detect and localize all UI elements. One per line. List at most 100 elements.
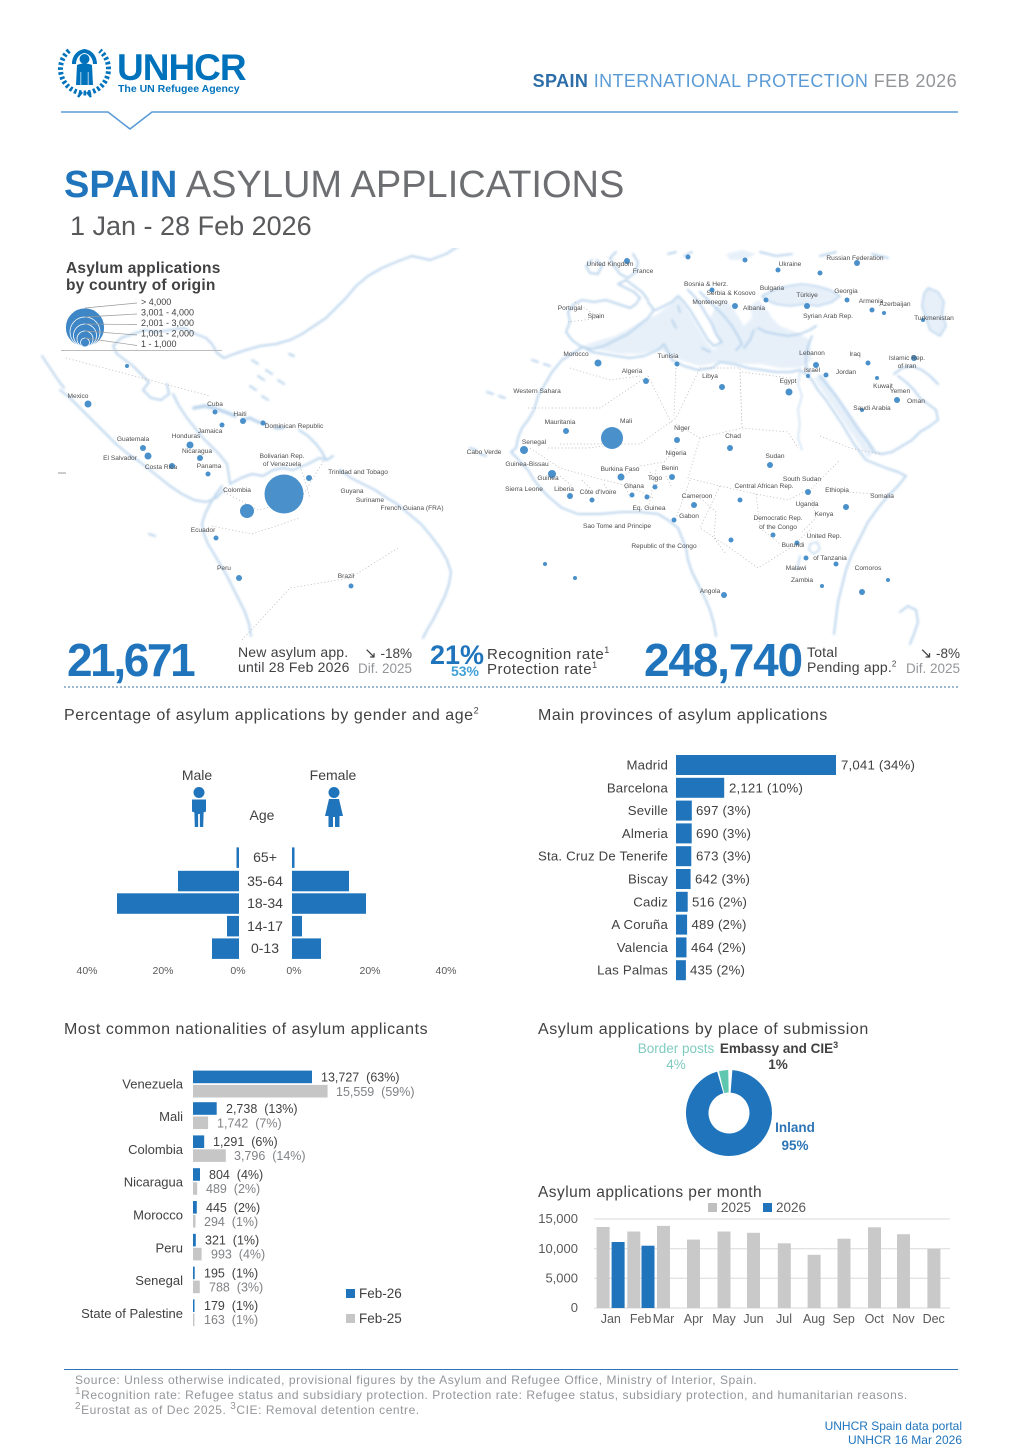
svg-text:Georgia: Georgia (834, 288, 858, 295)
svg-text:of Venezuela: of Venezuela (263, 461, 301, 468)
svg-text:642 (3%): 642 (3%) (695, 872, 750, 887)
svg-text:Kuwait: Kuwait (873, 383, 893, 390)
svg-text:Panama: Panama (197, 463, 222, 470)
svg-text:Madrid: Madrid (626, 758, 668, 773)
svg-text:20%: 20% (359, 965, 380, 977)
svg-text:179 (1%): 179 (1%) (204, 1299, 258, 1313)
svg-text:2,121 (10%): 2,121 (10%) (729, 780, 803, 795)
svg-text:Mali: Mali (620, 418, 633, 425)
svg-text:Morocco: Morocco (563, 351, 589, 358)
svg-text:40%: 40% (435, 965, 456, 977)
svg-text:Yemen: Yemen (890, 388, 911, 395)
svg-text:Biscay: Biscay (628, 872, 668, 887)
svg-text:5,000: 5,000 (545, 1271, 578, 1286)
svg-text:Aug: Aug (803, 1312, 825, 1326)
svg-text:Mexico: Mexico (68, 393, 89, 400)
svg-text:15,000: 15,000 (538, 1211, 578, 1226)
svg-text:Central African Rep.: Central African Rep. (734, 483, 793, 490)
svg-text:690 (3%): 690 (3%) (696, 826, 751, 841)
svg-text:Senegal: Senegal (522, 439, 547, 446)
svg-text:35-64: 35-64 (247, 873, 283, 889)
svg-text:Costa Rica: Costa Rica (145, 464, 178, 471)
svg-text:Cadiz: Cadiz (633, 894, 668, 909)
svg-text:UNHCR: UNHCR (117, 47, 246, 88)
svg-text:95%: 95% (781, 1138, 808, 1153)
svg-text:Niger: Niger (674, 425, 691, 432)
svg-text:Oct: Oct (865, 1312, 885, 1326)
svg-text:Democratic Rep.: Democratic Rep. (753, 515, 802, 522)
svg-text:Gabon: Gabon (679, 513, 699, 520)
svg-text:Sep: Sep (833, 1312, 855, 1326)
svg-text:South Sudan: South Sudan (783, 476, 821, 483)
svg-text:20%: 20% (152, 965, 173, 977)
svg-text:Jan: Jan (601, 1312, 621, 1326)
svg-text:Libya: Libya (702, 373, 718, 380)
svg-text:Kenya: Kenya (815, 511, 834, 518)
svg-text:2026: 2026 (776, 1200, 806, 1215)
svg-text:Ghana: Ghana (624, 483, 644, 490)
svg-text:14-17: 14-17 (247, 918, 283, 934)
svg-text:Jamaica: Jamaica (198, 428, 223, 435)
svg-text:3,001 - 4,000: 3,001 - 4,000 (141, 308, 194, 318)
svg-text:Somalia: Somalia (870, 493, 894, 500)
svg-text:Dominican Republic: Dominican Republic (265, 423, 324, 430)
svg-text:Dec: Dec (923, 1312, 945, 1326)
svg-text:18-34: 18-34 (247, 895, 283, 911)
svg-text:Morocco: Morocco (133, 1208, 183, 1223)
svg-text:Peru: Peru (217, 565, 231, 572)
svg-text:of Iran: of Iran (898, 363, 917, 370)
svg-text:Türkiye: Türkiye (796, 292, 818, 299)
svg-text:Liberia: Liberia (554, 486, 574, 493)
svg-text:Barcelona: Barcelona (607, 780, 669, 795)
svg-text:Algeria: Algeria (622, 368, 643, 375)
svg-text:Guinea-Bissau: Guinea-Bissau (505, 461, 549, 468)
svg-text:Male: Male (182, 767, 213, 783)
svg-text:Sudan: Sudan (765, 453, 784, 460)
svg-text:Colombia: Colombia (128, 1142, 184, 1157)
svg-text:993 (4%): 993 (4%) (211, 1248, 265, 1262)
svg-text:65+: 65+ (253, 849, 277, 865)
svg-text:163 (1%): 163 (1%) (204, 1313, 258, 1327)
svg-text:Nicaragua: Nicaragua (182, 448, 212, 455)
svg-text:Asylum applications: Asylum applications (66, 260, 221, 277)
svg-text:Venezuela: Venezuela (122, 1077, 183, 1092)
svg-text:0: 0 (571, 1300, 578, 1315)
svg-text:of Tanzania: of Tanzania (813, 555, 847, 562)
svg-text:Female: Female (310, 767, 357, 783)
svg-text:Montenegro: Montenegro (692, 299, 728, 306)
svg-text:Malawi: Malawi (786, 565, 807, 572)
svg-text:1 - 1,000: 1 - 1,000 (141, 339, 177, 349)
svg-text:Mar: Mar (653, 1312, 675, 1326)
svg-text:Feb-26: Feb-26 (359, 1286, 402, 1301)
svg-text:Russian Federation: Russian Federation (826, 255, 884, 262)
svg-text:Jun: Jun (743, 1312, 763, 1326)
svg-text:Republic of the Congo: Republic of the Congo (631, 543, 697, 550)
svg-text:French Guiana (FRA): French Guiana (FRA) (380, 505, 443, 512)
svg-text:Islamic Rep.: Islamic Rep. (889, 355, 925, 362)
svg-text:Togo: Togo (648, 475, 663, 482)
svg-text:464 (2%): 464 (2%) (691, 940, 746, 955)
svg-text:15,559 (59%): 15,559 (59%) (336, 1085, 415, 1099)
svg-text:Côte d'Ivoire: Côte d'Ivoire (580, 489, 617, 496)
svg-text:788 (3%): 788 (3%) (209, 1281, 263, 1295)
svg-text:Lebanon: Lebanon (799, 350, 825, 357)
svg-text:Armenia: Armenia (859, 298, 884, 305)
svg-text:of the Congo: of the Congo (759, 524, 797, 531)
svg-text:Tunisia: Tunisia (657, 353, 678, 360)
svg-text:Feb-25: Feb-25 (359, 1311, 402, 1326)
svg-text:Bosnia & Herz.: Bosnia & Herz. (684, 281, 728, 288)
svg-text:Burundi: Burundi (782, 542, 805, 549)
svg-text:Ethiopia: Ethiopia (825, 487, 849, 494)
svg-text:Jordan: Jordan (836, 369, 856, 376)
svg-text:United Rep.: United Rep. (807, 533, 842, 540)
svg-text:321 (1%): 321 (1%) (205, 1234, 259, 1248)
svg-text:Syrian Arab Rep.: Syrian Arab Rep. (803, 313, 853, 320)
svg-text:2025: 2025 (721, 1200, 751, 1215)
svg-text:Benin: Benin (662, 465, 679, 472)
svg-text:Embassy and CIE3: Embassy and CIE3 (720, 1040, 838, 1056)
svg-text:2,738 (13%): 2,738 (13%) (226, 1102, 298, 1116)
svg-text:Border posts: Border posts (638, 1041, 715, 1056)
svg-text:Burkina Faso: Burkina Faso (601, 466, 640, 473)
svg-text:40%: 40% (76, 965, 97, 977)
svg-text:0%: 0% (230, 965, 245, 977)
